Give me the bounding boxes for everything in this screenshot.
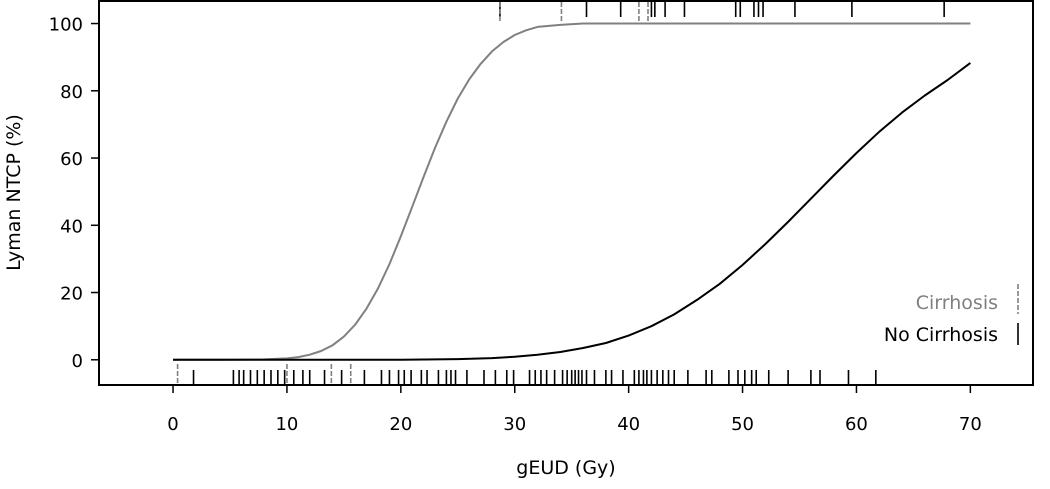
y-tick-label: 20	[60, 284, 83, 305]
x-tick-label: 70	[959, 414, 982, 435]
plot-frame	[98, 0, 1034, 386]
y-tick-label: 60	[60, 149, 83, 170]
y-axis-title: Lyman NTCP (%)	[3, 114, 25, 271]
x-tick-label: 60	[845, 414, 868, 435]
x-tick-label: 40	[617, 414, 640, 435]
series-line-no-cirrhosis	[173, 62, 971, 361]
y-axis: 0 20 40 60 80 100	[49, 15, 99, 372]
y-tick-label: 40	[60, 216, 83, 237]
y-tick-label: 0	[72, 351, 83, 372]
series-line-cirrhosis	[173, 22, 971, 361]
rug-layer	[176, 2, 945, 384]
x-tick-label: 0	[167, 414, 178, 435]
series-layer	[173, 22, 971, 361]
x-axis: 0 10 20 30 40 50 60 70	[167, 385, 982, 435]
y-tick-label: 100	[49, 15, 83, 36]
x-tick-label: 50	[731, 414, 754, 435]
legend: Cirrhosis No Cirrhosis	[884, 284, 1019, 346]
legend-entry-no-cirrhosis: No Cirrhosis	[884, 324, 998, 346]
x-tick-label: 10	[275, 414, 298, 435]
y-tick-label: 80	[60, 82, 83, 103]
x-tick-label: 20	[389, 414, 412, 435]
x-axis-title: gEUD (Gy)	[516, 457, 615, 479]
legend-entry-cirrhosis: Cirrhosis	[916, 292, 998, 314]
x-tick-label: 30	[503, 414, 526, 435]
